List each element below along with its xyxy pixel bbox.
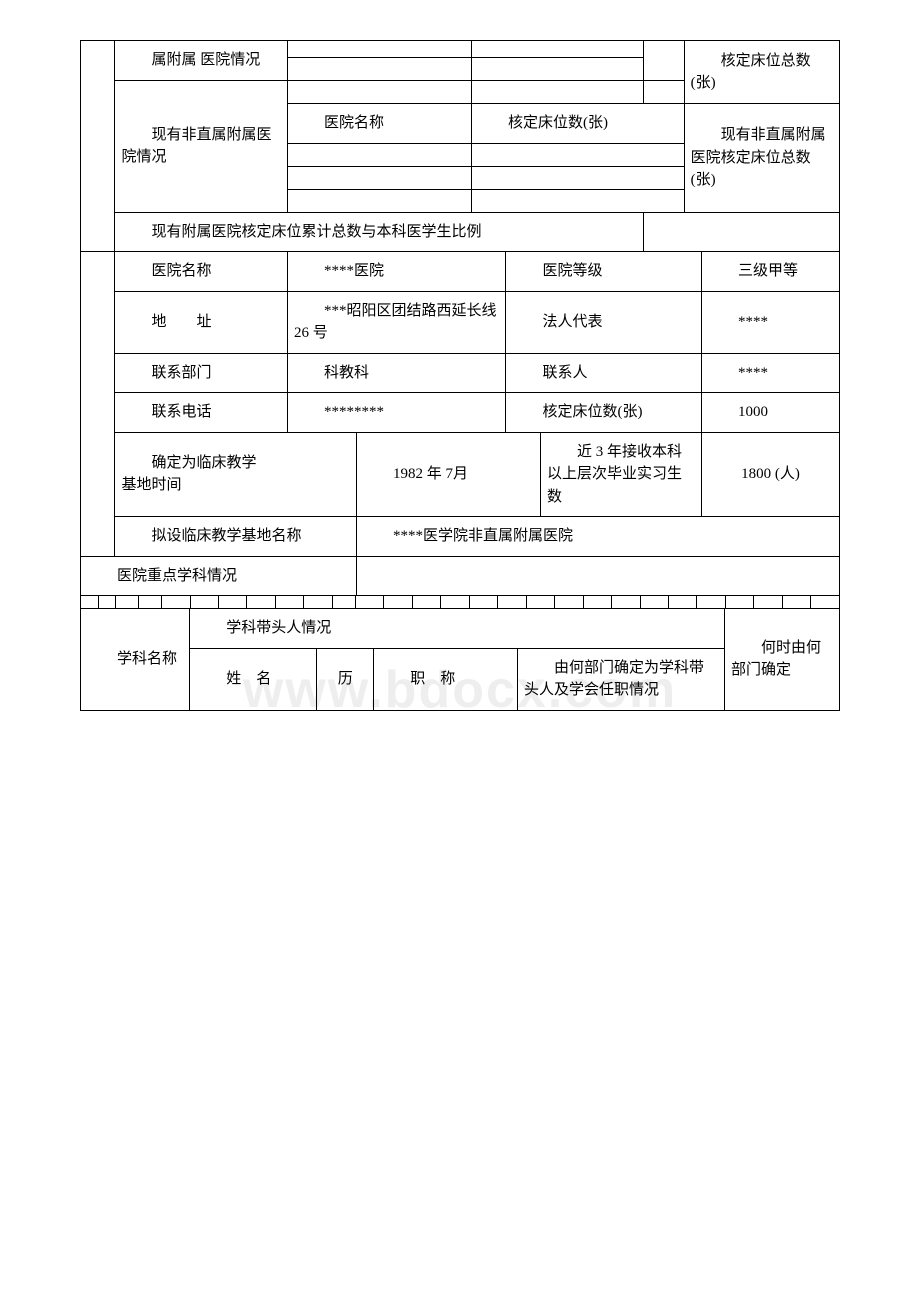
- leader-edu-header: 历: [316, 648, 373, 710]
- tg23: [669, 596, 697, 609]
- cell-b2: [471, 58, 643, 81]
- tg1: [81, 596, 99, 609]
- ratio-value: [644, 212, 840, 252]
- tg7: [218, 596, 246, 609]
- na-r2c2: [471, 166, 684, 189]
- tg5: [162, 596, 190, 609]
- tg10: [304, 596, 332, 609]
- tg26: [754, 596, 782, 609]
- tg18: [526, 596, 554, 609]
- non-aff-hospital-name-header: 医院名称: [287, 104, 471, 144]
- key-subjects-table: 医院重点学科情况: [80, 557, 840, 597]
- tg16: [469, 596, 497, 609]
- na-r3c1: [287, 189, 471, 212]
- cell-c1: [287, 81, 471, 104]
- contact-person-label: 联系人: [506, 353, 701, 393]
- tg13: [384, 596, 412, 609]
- non-aff-total-header: 现有非直属附属医院核定床位总数(张): [684, 104, 839, 213]
- contact-dept-value: 科教科: [287, 353, 505, 393]
- tg20: [583, 596, 611, 609]
- left-stub-1: [81, 41, 115, 252]
- beds-label: 核定床位数(张): [506, 393, 701, 433]
- tg24: [697, 596, 725, 609]
- tg19: [555, 596, 583, 609]
- legal-rep-label: 法人代表: [506, 291, 701, 353]
- leader-group-header: 学科带头人情况: [190, 609, 725, 648]
- tg3: [116, 596, 139, 609]
- tg6: [190, 596, 218, 609]
- non-aff-beds-header: 核定床位数(张): [471, 104, 684, 144]
- legal-rep-value: ****: [701, 291, 839, 353]
- beds-value: 1000: [701, 393, 839, 433]
- affiliate-hospitals-table: 属附属 医院情况 核定床位总数(张) 现有非直属附属医院情况 医院名称 核定床位…: [80, 40, 840, 252]
- hospital-info-table: 医院名称 ****医院 医院等级 三级甲等 地 址 ***昭阳区团结路西延长线 …: [80, 252, 840, 557]
- non-affiliate-label: 现有非直属附属医院情况: [115, 81, 287, 213]
- tg17: [498, 596, 526, 609]
- cell-a3: [644, 41, 684, 81]
- tg27: [782, 596, 810, 609]
- contact-dept-label: 联系部门: [115, 353, 287, 393]
- when-header: 何时由何 部门确定: [724, 609, 839, 710]
- hospital-level-label: 医院等级: [506, 252, 701, 291]
- cell-a1: [287, 41, 471, 58]
- na-r1c2: [471, 143, 684, 166]
- hospital-name-value: ****医院: [287, 252, 505, 291]
- cell-b1: [287, 58, 471, 81]
- leader-title-header: 职 称: [374, 648, 518, 710]
- tg11: [332, 596, 355, 609]
- cell-c3: [644, 81, 684, 104]
- tg14: [412, 596, 440, 609]
- address-value: ***昭阳区团结路西延长线 26 号: [287, 291, 505, 353]
- leader-name-header: 姓 名: [190, 648, 316, 710]
- cell-a2: [471, 41, 643, 58]
- left-stub-2: [81, 252, 115, 556]
- base-time-value: 1982 年 7月: [356, 432, 540, 517]
- tg8: [247, 596, 275, 609]
- total-beds-label: 核定床位总数(张): [684, 41, 839, 104]
- key-subjects-title: 医院重点学科情况: [81, 557, 357, 596]
- phone-value: ********: [287, 393, 505, 433]
- na-r2c1: [287, 166, 471, 189]
- proposed-value: ****医学院非直属附属医院: [356, 517, 839, 557]
- tg4: [139, 596, 162, 609]
- graduates-label: 近 3 年接收本科以上层次毕业实习生数: [540, 432, 701, 517]
- tg22: [640, 596, 668, 609]
- na-r1c1: [287, 143, 471, 166]
- address-label: 地 址: [115, 291, 287, 353]
- ratio-label: 现有附属医院核定床位累计总数与本科医学生比例: [115, 212, 644, 252]
- hospital-level-value: 三级甲等: [701, 252, 839, 291]
- leader-dept-header: 由何部门确定为学科带 头人及学会任职情况: [517, 648, 724, 710]
- subject-leaders-table: 学科名称 学科带头人情况 何时由何 部门确定 姓 名 历 职 称 由何部门确定为…: [80, 609, 840, 711]
- tg12: [355, 596, 383, 609]
- key-subjects-blank: [356, 557, 839, 596]
- tg15: [441, 596, 469, 609]
- hospital-name-label: 医院名称: [115, 252, 287, 291]
- tg9: [275, 596, 303, 609]
- phone-label: 联系电话: [115, 393, 287, 433]
- thin-grid-row: [80, 596, 840, 609]
- tg28: [811, 596, 840, 609]
- cell-c2: [471, 81, 643, 104]
- proposed-label: 拟设临床教学基地名称: [115, 517, 356, 557]
- tg25: [725, 596, 753, 609]
- na-r3c2: [471, 189, 684, 212]
- tg21: [612, 596, 640, 609]
- base-time-label: 确定为临床教学 基地时间: [115, 432, 356, 517]
- contact-person-value: ****: [701, 353, 839, 393]
- graduates-value: 1800 (人): [701, 432, 839, 517]
- tg2: [98, 596, 116, 609]
- affiliate-label: 属附属 医院情况: [115, 41, 287, 81]
- subject-name-header: 学科名称: [81, 609, 190, 710]
